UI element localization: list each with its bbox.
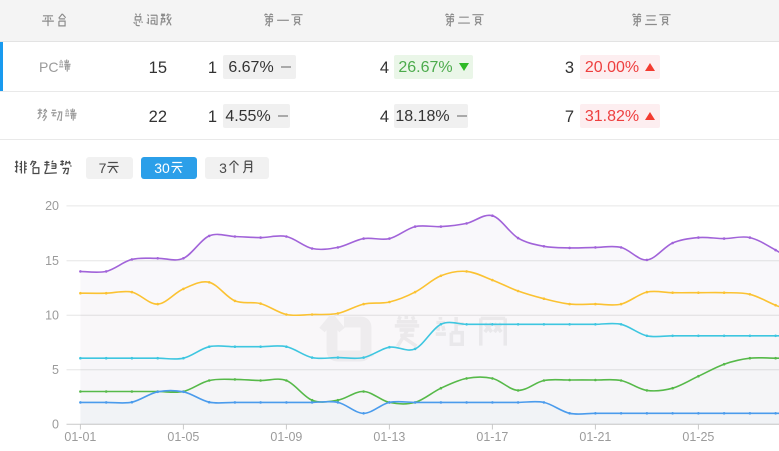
svg-text:10: 10 <box>45 309 59 323</box>
svg-text:01-09: 01-09 <box>270 430 302 444</box>
svg-text:01-05: 01-05 <box>167 430 199 444</box>
svg-text:20: 20 <box>45 199 59 213</box>
svg-text:01-17: 01-17 <box>476 430 508 444</box>
svg-text:0: 0 <box>52 418 59 432</box>
svg-text:01-25: 01-25 <box>682 430 714 444</box>
svg-text:01-01: 01-01 <box>64 430 96 444</box>
svg-text:01-21: 01-21 <box>579 430 611 444</box>
svg-text:5: 5 <box>52 363 59 377</box>
svg-text:01-13: 01-13 <box>373 430 405 444</box>
svg-text:15: 15 <box>45 254 59 268</box>
